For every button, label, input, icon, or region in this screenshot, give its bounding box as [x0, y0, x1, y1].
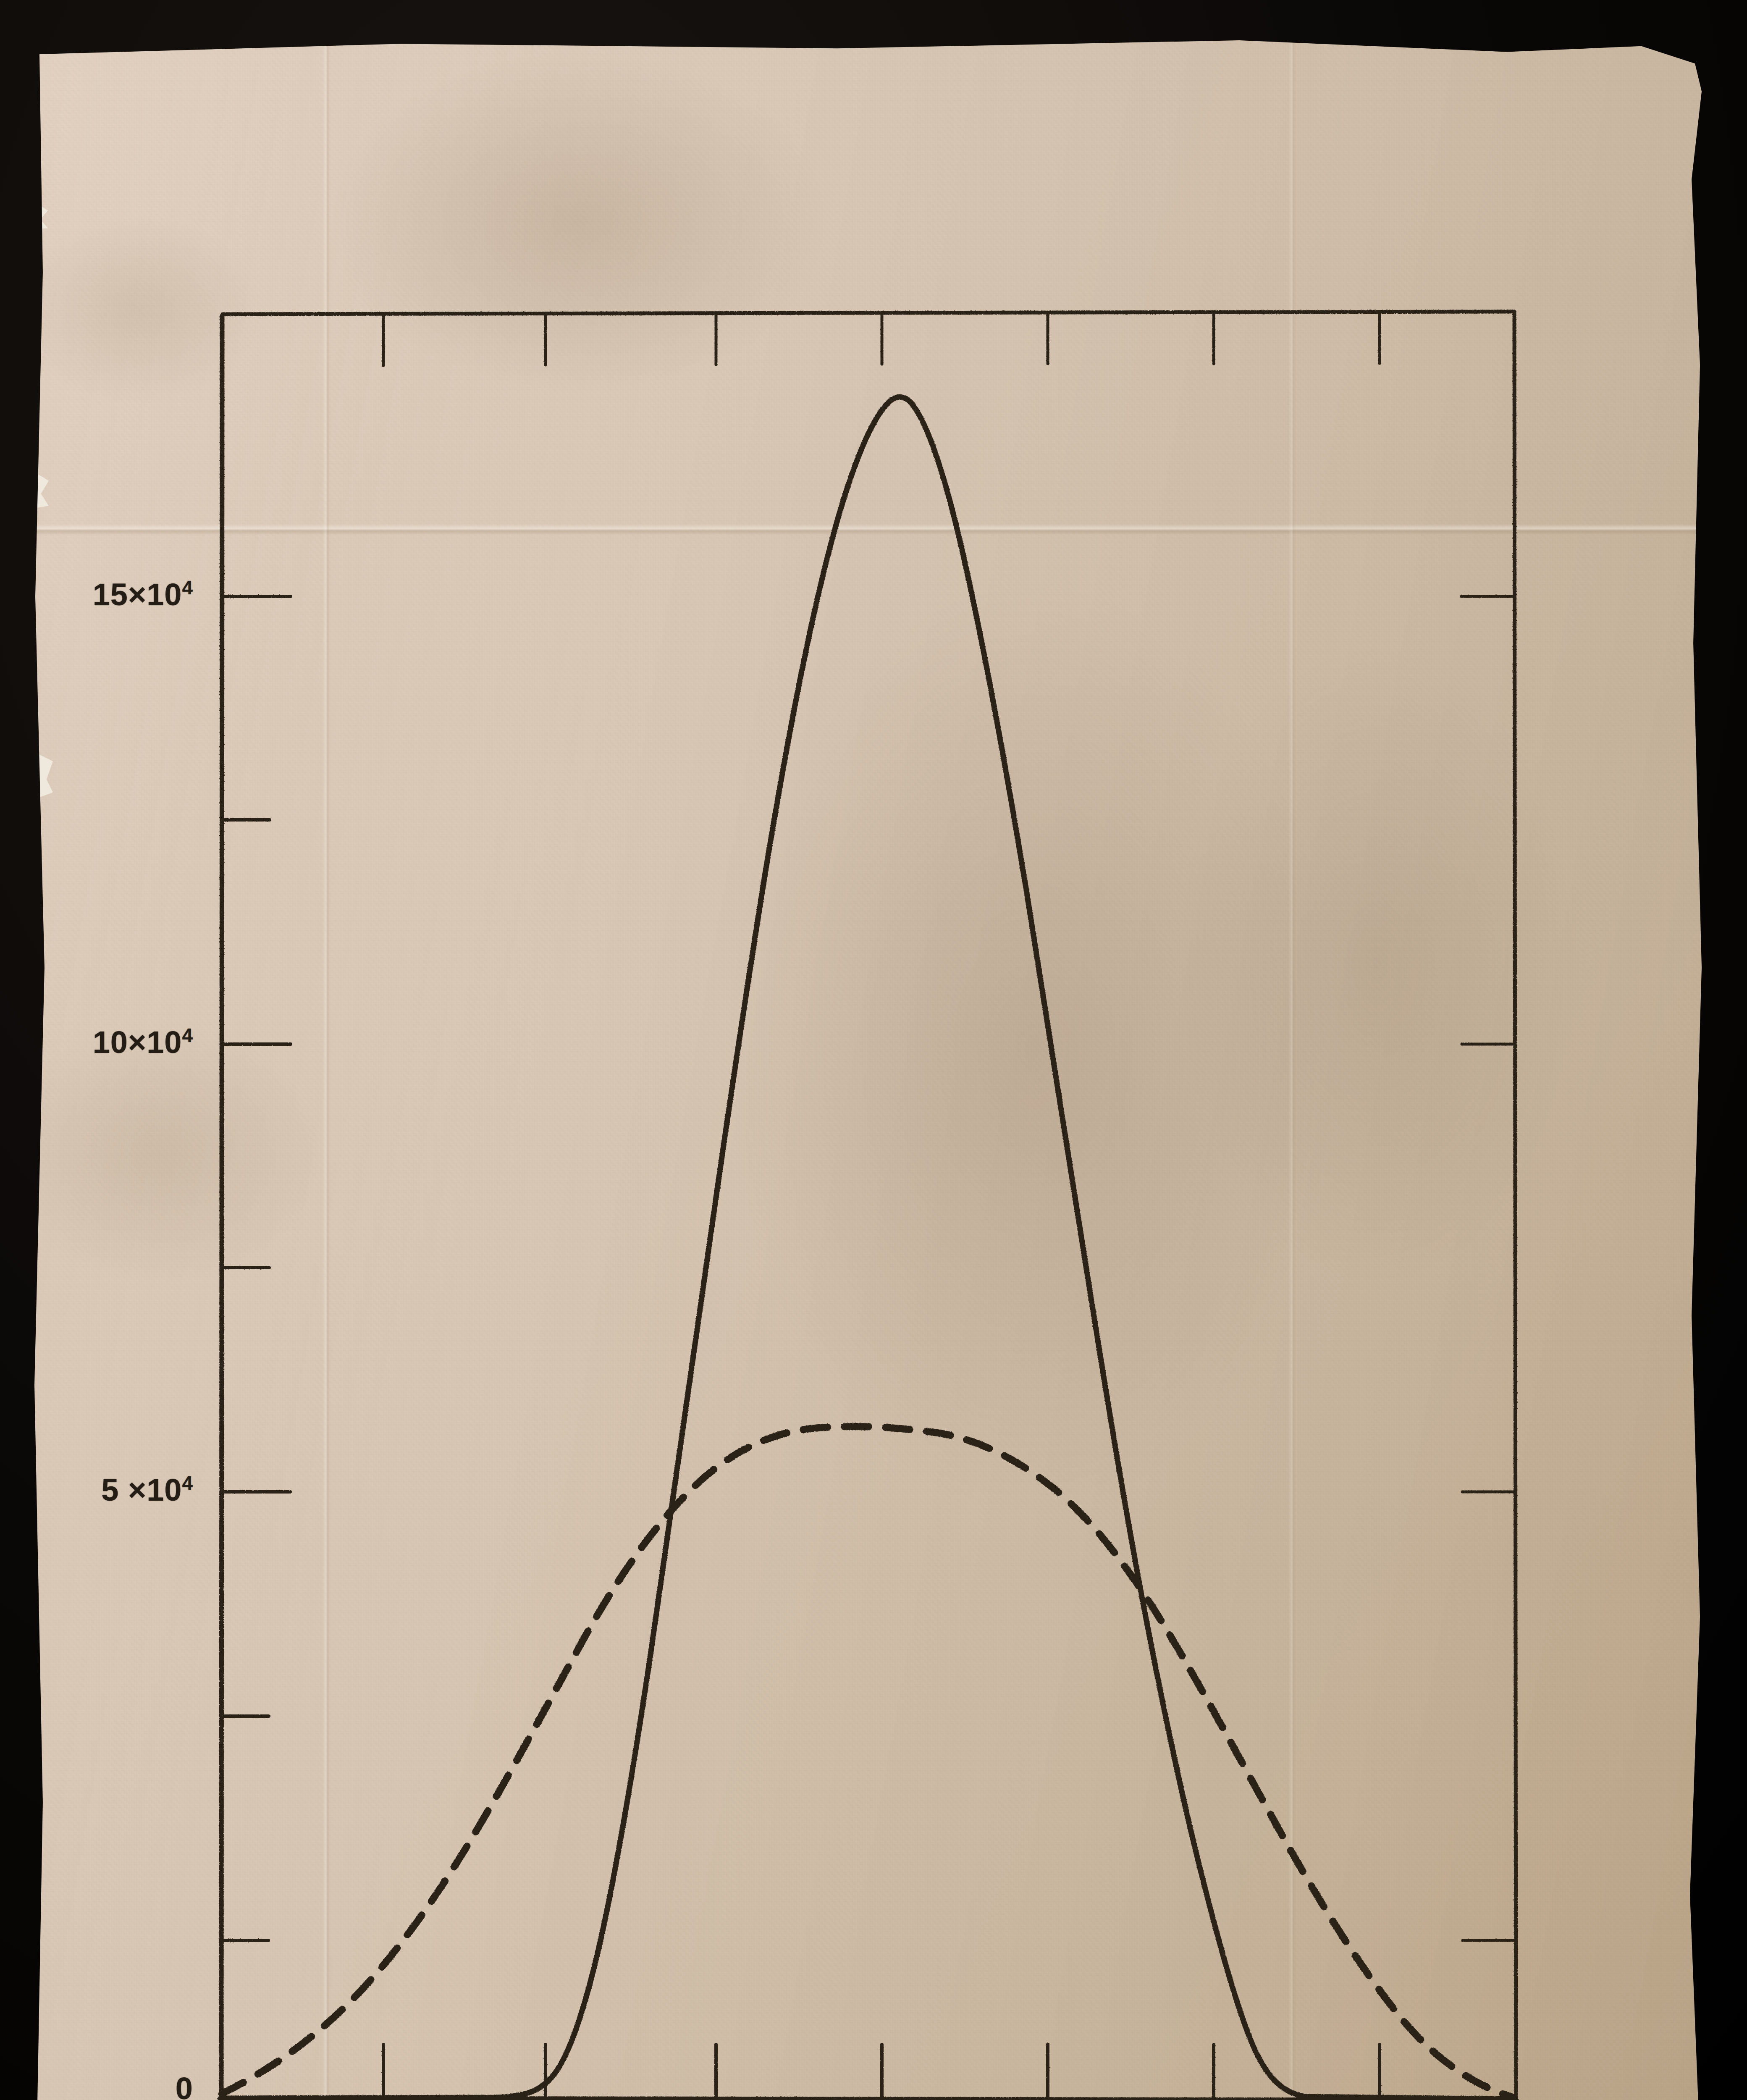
vertical-crease-right — [1288, 40, 1296, 2100]
y-axis-label-0: 0 — [25, 2071, 193, 2100]
horizontal-fold-crease — [33, 524, 1708, 535]
paper-sheet — [33, 40, 1708, 2100]
y-axis-label-50000: 5 ×104 — [25, 1472, 193, 1508]
vertical-crease-left — [323, 40, 330, 2100]
y-axis-label-150000: 15×104 — [25, 576, 193, 612]
y-axis-label-100000: 10×104 — [25, 1024, 193, 1060]
paper-grain-texture — [33, 40, 1708, 2100]
paper-age-stains — [33, 40, 1708, 2100]
